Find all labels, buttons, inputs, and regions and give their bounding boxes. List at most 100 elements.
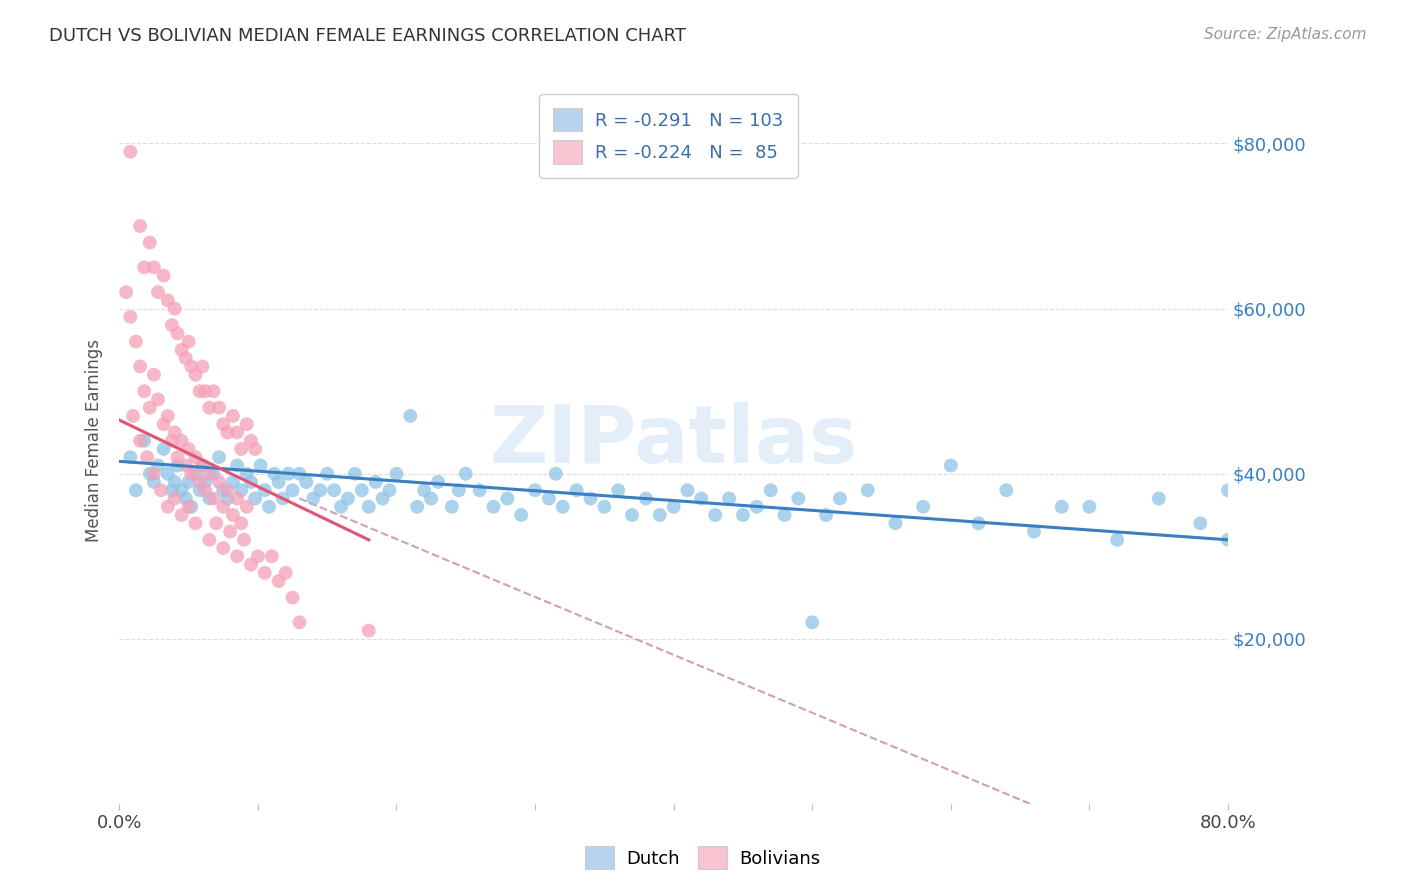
Point: [579, 491, 602, 506]
Point: [163, 491, 186, 506]
Point: [537, 491, 560, 506]
Point: [787, 491, 810, 506]
Point: [454, 467, 477, 481]
Point: [194, 384, 217, 399]
Point: [249, 458, 271, 473]
Point: [120, 310, 142, 324]
Point: [253, 566, 276, 580]
Point: [912, 500, 935, 514]
Point: [239, 475, 262, 489]
Point: [125, 483, 148, 498]
Point: [236, 467, 259, 481]
Point: [447, 483, 470, 498]
Legend: R = -0.291   N = 103, R = -0.224   N =  85: R = -0.291 N = 103, R = -0.224 N = 85: [538, 94, 797, 178]
Point: [385, 467, 408, 481]
Point: [621, 508, 644, 522]
Point: [174, 491, 197, 506]
Point: [253, 483, 276, 498]
Point: [496, 491, 519, 506]
Point: [222, 475, 245, 489]
Point: [468, 483, 491, 498]
Point: [212, 483, 235, 498]
Point: [219, 524, 242, 539]
Point: [191, 458, 214, 473]
Point: [188, 475, 211, 489]
Point: [212, 417, 235, 432]
Point: [139, 401, 162, 415]
Point: [648, 508, 671, 522]
Point: [152, 442, 174, 456]
Point: [129, 359, 152, 374]
Point: [194, 475, 217, 489]
Point: [607, 483, 630, 498]
Point: [205, 516, 228, 531]
Point: [856, 483, 879, 498]
Point: [222, 508, 245, 522]
Point: [236, 500, 259, 514]
Point: [139, 467, 162, 481]
Point: [236, 417, 259, 432]
Point: [357, 500, 380, 514]
Point: [593, 500, 616, 514]
Point: [198, 491, 221, 506]
Point: [191, 458, 214, 473]
Y-axis label: Median Female Earnings: Median Female Earnings: [86, 339, 103, 542]
Point: [281, 591, 304, 605]
Point: [188, 384, 211, 399]
Point: [146, 285, 169, 299]
Point: [208, 450, 231, 465]
Point: [565, 483, 588, 498]
Point: [129, 434, 152, 448]
Point: [231, 483, 253, 498]
Point: [364, 475, 387, 489]
Point: [129, 219, 152, 233]
Point: [1022, 524, 1045, 539]
Point: [222, 409, 245, 423]
Point: [257, 500, 280, 514]
Point: [194, 483, 217, 498]
Point: [1078, 500, 1101, 514]
Point: [759, 483, 782, 498]
Point: [202, 491, 225, 506]
Point: [166, 450, 188, 465]
Point: [139, 235, 162, 250]
Point: [676, 483, 699, 498]
Point: [142, 368, 165, 382]
Point: [263, 467, 285, 481]
Point: [163, 475, 186, 489]
Point: [184, 450, 207, 465]
Point: [371, 491, 394, 506]
Point: [163, 425, 186, 440]
Point: [704, 508, 727, 522]
Point: [551, 500, 574, 514]
Point: [634, 491, 657, 506]
Point: [1147, 491, 1170, 506]
Point: [350, 483, 373, 498]
Point: [1216, 483, 1239, 498]
Point: [420, 491, 443, 506]
Point: [731, 508, 754, 522]
Point: [399, 409, 422, 423]
Point: [166, 458, 188, 473]
Point: [440, 500, 463, 514]
Point: [745, 500, 768, 514]
Point: [267, 475, 290, 489]
Point: [281, 483, 304, 498]
Point: [1189, 516, 1212, 531]
Point: [217, 491, 239, 506]
Point: [226, 425, 249, 440]
Point: [156, 500, 179, 514]
Point: [170, 483, 193, 498]
Point: [134, 384, 156, 399]
Point: [1050, 500, 1073, 514]
Point: [323, 483, 346, 498]
Point: [180, 467, 202, 481]
Point: [180, 500, 202, 514]
Point: [146, 392, 169, 407]
Point: [170, 508, 193, 522]
Point: [690, 491, 713, 506]
Legend: Dutch, Bolivians: Dutch, Bolivians: [576, 838, 830, 879]
Point: [177, 500, 200, 514]
Point: [662, 500, 685, 514]
Point: [184, 467, 207, 481]
